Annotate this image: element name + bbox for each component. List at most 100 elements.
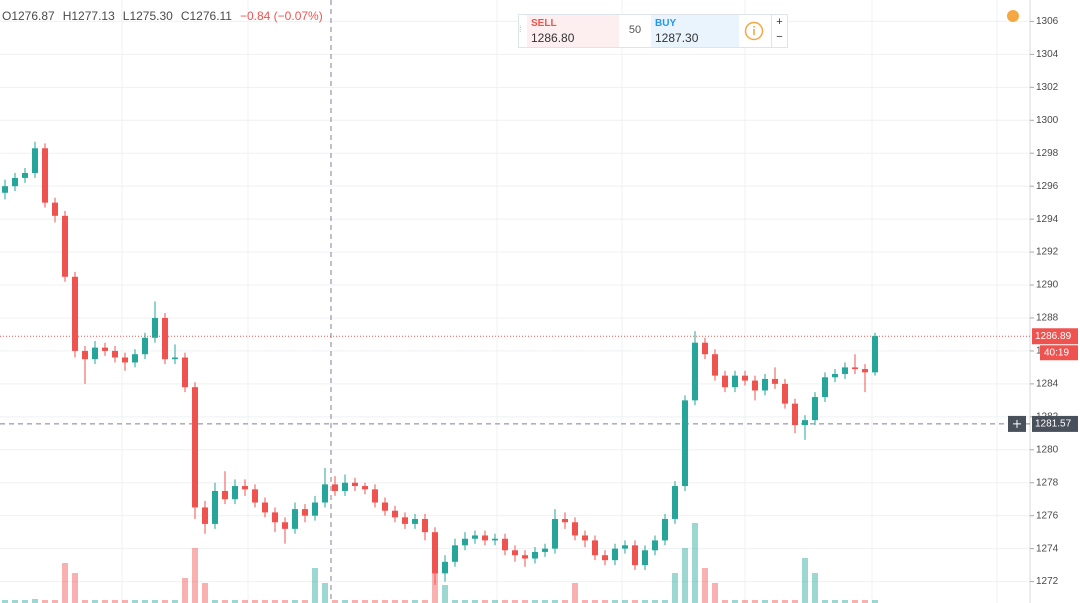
candle-body — [52, 202, 58, 216]
countdown-box — [1040, 345, 1078, 361]
candle-body — [252, 489, 258, 503]
sell-button[interactable]: SELL 1286.80 — [527, 15, 619, 47]
candle-body — [162, 317, 168, 360]
candle-body — [342, 482, 348, 491]
candle-body — [522, 555, 528, 559]
volume-bar — [862, 600, 868, 603]
candle-body — [142, 337, 148, 355]
time-grid — [121, 0, 998, 603]
volume-bar — [2, 600, 8, 603]
y-tick-label: 1284 — [1036, 379, 1059, 390]
ohlc-legend-item: H1277.13 — [63, 9, 115, 23]
volume-bar — [262, 600, 268, 603]
volume-bar — [762, 600, 768, 603]
y-tick-label: 1274 — [1036, 543, 1059, 554]
minus-button[interactable]: − — [776, 31, 783, 43]
candle-body — [132, 354, 138, 363]
ohlc-legend-item: O1276.87 — [2, 9, 55, 23]
volume-bar — [482, 600, 488, 603]
volume-bar — [652, 600, 658, 603]
drag-handle[interactable]: ⁞ — [519, 24, 522, 34]
candle-body — [272, 512, 278, 523]
volume-bar — [182, 578, 188, 603]
crosshair-price-box — [1032, 415, 1078, 432]
candle-body — [832, 373, 838, 378]
volume-bar — [362, 600, 368, 603]
candle-body — [772, 378, 778, 384]
y-tick-label: 1296 — [1036, 181, 1059, 192]
candle-body — [662, 518, 668, 541]
candle-body — [42, 148, 48, 203]
volume-bar — [132, 600, 138, 603]
candle-body — [452, 545, 458, 562]
volume-bar — [252, 600, 258, 603]
candle-body — [542, 548, 548, 552]
candle-body — [752, 380, 758, 391]
buy-button[interactable]: BUY 1287.30 — [651, 15, 739, 47]
sell-price: 1286.80 — [531, 31, 575, 45]
volume-bar — [232, 600, 238, 603]
candle-body — [262, 502, 268, 513]
candle-body — [432, 532, 438, 574]
quantity[interactable]: 50 — [628, 24, 642, 36]
candle-body — [842, 367, 848, 374]
candle-body — [732, 375, 738, 388]
candle-body — [692, 342, 698, 401]
candle-body — [862, 369, 868, 373]
candle-body — [412, 518, 418, 524]
volume-bar — [822, 600, 828, 603]
candle-body — [462, 538, 468, 546]
y-tick-label: 1272 — [1036, 576, 1059, 587]
candle-body — [812, 397, 818, 421]
candle-body — [872, 336, 878, 373]
volume-bar — [462, 600, 468, 603]
candle-body — [302, 509, 308, 516]
volume-bar — [42, 600, 48, 603]
candle-body — [202, 507, 208, 524]
volume-bar — [802, 558, 808, 603]
candle-body — [722, 375, 728, 388]
candle-body — [762, 378, 768, 391]
y-tick-label: 1294 — [1036, 214, 1059, 225]
ohlc-legend-item: L1275.30 — [123, 9, 173, 23]
candle-body — [12, 177, 18, 187]
volume-bar — [672, 573, 678, 603]
ohlc-legend-item: −0.84 (−0.07%) — [240, 9, 323, 23]
volume-bar — [312, 568, 318, 603]
plus-button[interactable]: + — [776, 16, 783, 28]
volume-bar — [162, 600, 168, 603]
volume-bar — [732, 600, 738, 603]
candle-body — [742, 375, 748, 381]
candle-body — [322, 484, 328, 503]
volume-bar — [472, 600, 478, 603]
info-button[interactable] — [739, 15, 771, 47]
volume-bar — [592, 600, 598, 603]
volume-bar — [842, 600, 848, 603]
volume-bar — [692, 523, 698, 603]
y-tick-label: 1278 — [1036, 477, 1059, 488]
volume-bar — [62, 563, 68, 603]
candle-body — [512, 550, 518, 556]
volume-bar — [382, 600, 388, 603]
volume-bar — [452, 600, 458, 603]
volume-bar — [52, 600, 58, 603]
alert-icon[interactable] — [1007, 10, 1019, 22]
candle-body — [32, 148, 38, 173]
y-tick-label: 1292 — [1036, 247, 1059, 258]
candle-body — [292, 509, 298, 529]
volume-bar — [292, 600, 298, 603]
candle-body — [2, 186, 8, 193]
volume-bar — [622, 600, 628, 603]
volume-bar — [522, 600, 528, 603]
volume-bar — [722, 600, 728, 603]
candle-body — [232, 486, 238, 500]
candle-body — [572, 522, 578, 536]
volume-bar — [852, 600, 858, 603]
candle-body — [552, 518, 558, 549]
volume-bar — [102, 600, 108, 603]
candle-body — [192, 387, 198, 508]
y-tick-label: 1298 — [1036, 148, 1059, 159]
volume-bar — [442, 585, 448, 603]
volume-bar — [812, 573, 818, 603]
volume-bar — [832, 600, 838, 603]
